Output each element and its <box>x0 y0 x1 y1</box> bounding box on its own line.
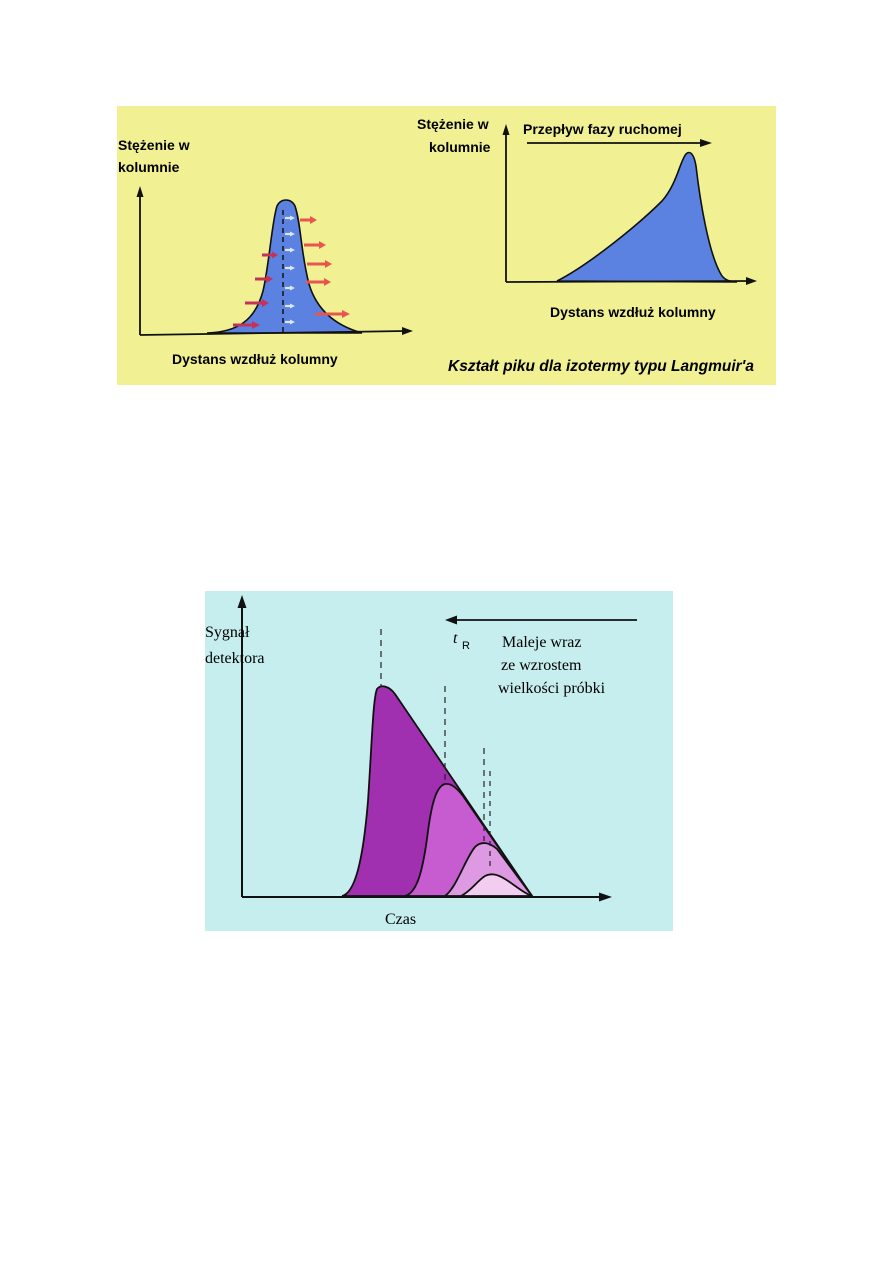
langmuir-figure: Stężenie w kolumnie Dystans wzdłuż kolum… <box>117 106 776 385</box>
tr-subscript: R <box>462 640 470 652</box>
overload-peaks-svg: t R Sygnał detektora Czas Maleje wraz ze… <box>205 591 673 931</box>
left-x-label: Dystans wzdłuż kolumny <box>172 351 338 367</box>
tr-arrow-icon <box>445 615 457 625</box>
red-arrow-icon <box>300 216 317 224</box>
peak-small <box>460 873 533 897</box>
red-arrow-icon <box>304 241 326 249</box>
left-y-label-line1: Stężenie w <box>118 137 190 153</box>
figure1-caption: Kształt piku dla izotermy typu Langmuir'… <box>448 358 754 375</box>
tr-symbol: t <box>453 630 458 647</box>
fig2-y-label-line1: Sygnał <box>205 624 250 641</box>
left-x-axis <box>139 330 406 336</box>
magenta-arrow-icon <box>245 299 269 307</box>
right-x-label: Dystans wzdłuż kolumny <box>550 304 716 320</box>
right-y-axis-arrowhead <box>502 124 510 135</box>
note-line1: Maleje wraz <box>502 634 582 651</box>
fig2-x-label: Czas <box>385 911 416 928</box>
fig2-x-axis-arrowhead <box>599 892 612 902</box>
white-arrow-icon <box>285 319 295 325</box>
magenta-arrow-icon <box>262 251 278 259</box>
migration-arrows <box>233 215 350 329</box>
red-arrow-icon <box>306 278 331 286</box>
red-arrow-icon <box>315 310 350 318</box>
left-x-axis-arrowhead <box>402 327 413 335</box>
overload-peaks-figure: t R Sygnał detektora Czas Maleje wraz ze… <box>205 591 673 931</box>
langmuir-diagram-svg: Stężenie w kolumnie Dystans wzdłuż kolum… <box>117 106 776 385</box>
white-arrow-icon <box>285 285 295 291</box>
magenta-arrow-icon <box>233 321 260 329</box>
flow-arrow-icon <box>700 139 712 147</box>
fig2-y-axis-arrowhead <box>237 595 247 608</box>
right-x-axis-arrowhead <box>746 277 757 285</box>
flow-label: Przepływ fazy ruchomej <box>523 121 682 137</box>
note-line2: ze wzrostem <box>501 657 582 674</box>
left-y-axis-arrowhead <box>136 186 144 197</box>
white-arrow-icon <box>285 303 295 309</box>
left-y-label-line2: kolumnie <box>118 159 180 175</box>
right-y-label-line2: kolumnie <box>429 139 491 155</box>
right-y-label-line1: Stężenie w <box>417 116 489 132</box>
langmuir-peak-plot: Stężenie w kolumnie Przepływ fazy ruchom… <box>417 116 757 320</box>
white-arrow-icon <box>285 215 295 221</box>
langmuir-peak-shape <box>556 151 738 283</box>
white-arrow-icon <box>285 231 295 237</box>
white-arrow-icon <box>285 265 295 271</box>
magenta-arrow-icon <box>255 275 273 283</box>
white-arrow-icon <box>285 247 295 253</box>
red-arrow-icon <box>307 260 332 268</box>
fig2-y-label-line2: detektora <box>205 650 265 667</box>
note-line3: wielkości próbki <box>498 680 606 697</box>
symmetric-peak-plot: Stężenie w kolumnie Dystans wzdłuż kolum… <box>118 137 413 367</box>
right-x-axis <box>505 280 750 283</box>
